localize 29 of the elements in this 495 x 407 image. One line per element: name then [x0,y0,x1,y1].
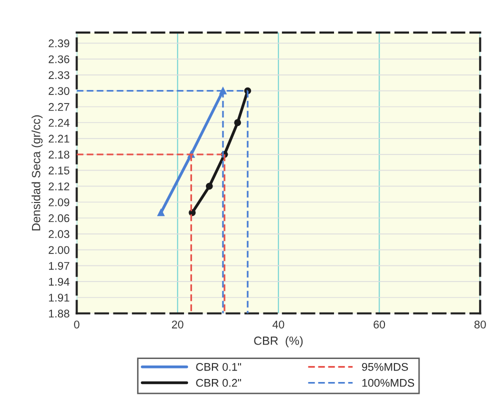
y-axis-title: Densidad Seca (gr/cc) [32,115,43,230]
y-tick-label: 2.15 [48,166,70,174]
x-tick-label: 80 [474,320,486,328]
y-tick-label: 2.00 [48,246,70,254]
x-tick-label: 20 [172,320,184,328]
y-tick-label: 2.09 [48,198,70,206]
y-tick-label: 2.36 [48,55,70,64]
y-tick-label: 2.39 [48,39,70,48]
legend-label: CBR 0.2" [196,378,242,387]
x-tick-label: 40 [272,320,284,328]
y-tick-label: 1.91 [49,294,70,302]
x-tick-label: 0 [74,320,80,328]
y-tick-label: 2.06 [48,214,70,222]
y-tick-label: 2.03 [48,230,70,238]
legend-label: 95%MDS [362,363,408,371]
legend-label: CBR 0.1" [196,363,242,371]
y-tick-label: 1.94 [49,278,70,286]
y-tick-label: 1.97 [49,262,70,270]
y-tick-label: 2.30 [48,87,70,95]
y-tick-label: 2.18 [48,150,70,159]
y-tick-label: 2.21 [48,134,70,143]
y-tick-label: 2.12 [48,182,70,190]
x-tick-label: 60 [374,320,386,328]
legend-label: 100%MDS [362,378,414,387]
x-axis-title: CBR (%) [254,336,303,348]
y-tick-label: 1.88 [49,310,70,318]
y-tick-label: 2.33 [48,71,70,80]
y-tick-label: 2.27 [48,103,70,111]
y-tick-label: 2.24 [48,118,70,127]
